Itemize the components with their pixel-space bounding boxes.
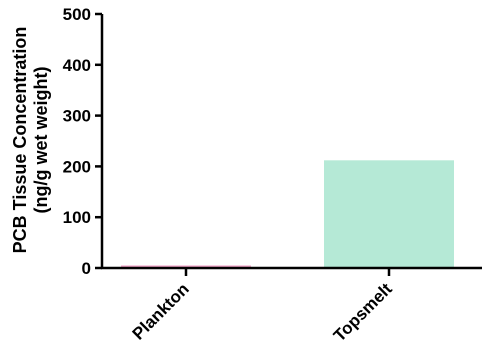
- y-axis-label: PCB Tissue Concentration (ng/g wet weigh…: [10, 27, 51, 254]
- bar-plankton: [121, 265, 251, 268]
- y-axis-label-line-2: (ng/g wet weight): [31, 67, 51, 214]
- bar-topsmelt: [324, 160, 454, 268]
- x-tick-label-topsmelt: Topsmelt: [330, 279, 396, 345]
- y-tick-label: 200: [63, 157, 91, 176]
- x-tick-label-plankton: Plankton: [129, 279, 193, 343]
- x-axis-ticks: Plankton Topsmelt: [129, 268, 396, 345]
- y-axis-label-line-1: PCB Tissue Concentration: [10, 27, 30, 254]
- y-tick-label: 0: [82, 259, 91, 278]
- y-tick-label: 400: [63, 56, 91, 75]
- y-tick-label: 500: [63, 5, 91, 24]
- y-tick-label: 300: [63, 107, 91, 126]
- y-axis-ticks: 0 100 200 300 400 500: [63, 5, 102, 278]
- y-tick-label: 100: [63, 208, 91, 227]
- bars: [121, 160, 454, 268]
